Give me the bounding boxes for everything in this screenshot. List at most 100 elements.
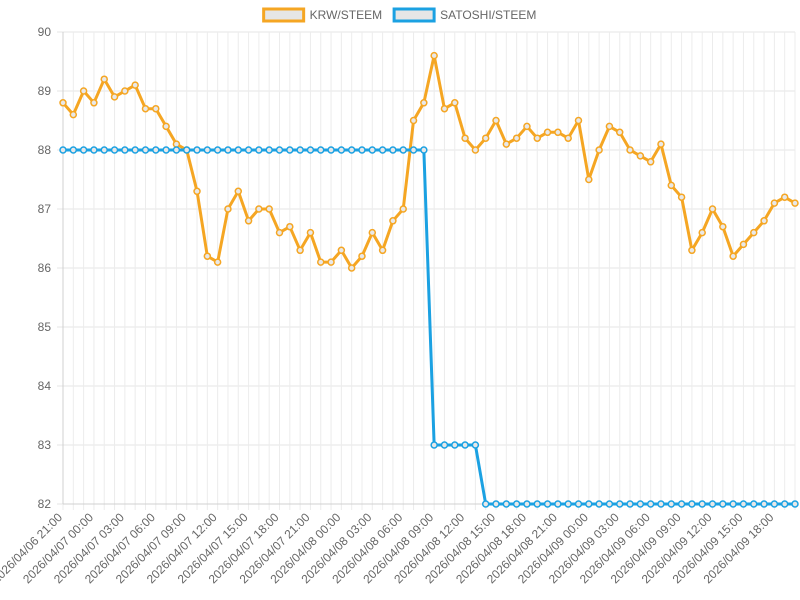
data-point[interactable] (688, 500, 696, 508)
data-point[interactable] (59, 99, 67, 107)
data-point[interactable] (244, 217, 253, 225)
data-point[interactable] (193, 146, 201, 154)
data-point[interactable] (677, 500, 686, 508)
data-point[interactable] (750, 500, 758, 508)
data-point[interactable] (265, 146, 273, 154)
data-point[interactable] (203, 252, 212, 260)
data-point[interactable] (234, 146, 243, 154)
data-point[interactable] (420, 146, 428, 154)
data-point[interactable] (121, 146, 129, 154)
data-point[interactable] (440, 441, 449, 449)
data-point[interactable] (471, 441, 480, 449)
data-point[interactable] (141, 104, 150, 113)
data-point[interactable] (224, 146, 232, 154)
data-point[interactable] (316, 146, 325, 154)
data-point[interactable] (182, 146, 191, 154)
data-point[interactable] (729, 252, 737, 260)
data-point[interactable] (492, 116, 500, 125)
data-point[interactable] (162, 146, 170, 154)
data-point[interactable] (605, 122, 614, 131)
data-point[interactable] (481, 500, 490, 508)
data-point[interactable] (193, 187, 201, 196)
data-point[interactable] (430, 441, 438, 449)
data-point[interactable] (79, 146, 88, 154)
data-point[interactable] (667, 181, 676, 190)
legend-item[interactable]: KRW/STEEM (262, 7, 382, 23)
data-point[interactable] (286, 146, 294, 154)
data-point[interactable] (69, 110, 78, 119)
data-point[interactable] (461, 134, 469, 142)
data-point[interactable] (595, 500, 603, 508)
data-point[interactable] (523, 500, 531, 508)
data-point[interactable] (121, 87, 129, 95)
data-point[interactable] (574, 500, 583, 508)
data-point[interactable] (554, 500, 562, 508)
data-point[interactable] (708, 205, 717, 213)
data-point[interactable] (451, 99, 459, 107)
data-point[interactable] (162, 122, 170, 131)
legend-item[interactable]: SATOSHI/STEEM (392, 7, 536, 23)
data-point[interactable] (688, 246, 696, 255)
data-point[interactable] (512, 500, 521, 508)
data-point[interactable] (698, 500, 706, 508)
data-point[interactable] (564, 134, 572, 142)
data-point[interactable] (636, 152, 645, 160)
data-point[interactable] (69, 146, 78, 154)
data-point[interactable] (409, 116, 418, 125)
data-point[interactable] (296, 246, 304, 255)
data-point[interactable] (203, 146, 212, 154)
data-point[interactable] (368, 146, 377, 154)
data-point[interactable] (306, 228, 315, 237)
data-point[interactable] (605, 500, 614, 508)
data-point[interactable] (626, 146, 634, 154)
data-point[interactable] (585, 500, 593, 508)
data-point[interactable] (224, 205, 232, 213)
data-point[interactable] (739, 500, 748, 508)
data-point[interactable] (275, 228, 284, 237)
data-point[interactable] (585, 175, 593, 184)
data-point[interactable] (708, 500, 717, 508)
data-point[interactable] (440, 104, 449, 113)
data-point[interactable] (213, 258, 222, 266)
data-point[interactable] (636, 500, 645, 508)
data-point[interactable] (646, 158, 655, 166)
data-point[interactable] (306, 146, 315, 154)
data-point[interactable] (739, 240, 748, 249)
data-point[interactable] (554, 128, 562, 137)
data-point[interactable] (316, 258, 325, 266)
data-point[interactable] (791, 199, 799, 207)
data-point[interactable] (110, 146, 119, 154)
data-point[interactable] (729, 500, 737, 508)
data-point[interactable] (79, 87, 88, 95)
data-point[interactable] (615, 500, 624, 508)
data-point[interactable] (760, 500, 768, 508)
data-point[interactable] (646, 500, 655, 508)
data-point[interactable] (626, 500, 634, 508)
data-point[interactable] (337, 246, 346, 255)
data-point[interactable] (172, 146, 181, 154)
data-point[interactable] (358, 146, 366, 154)
data-point[interactable] (90, 99, 98, 107)
data-point[interactable] (481, 134, 490, 142)
data-point[interactable] (389, 217, 397, 225)
data-point[interactable] (502, 140, 511, 148)
data-point[interactable] (389, 146, 397, 154)
data-point[interactable] (533, 134, 542, 142)
data-point[interactable] (657, 140, 665, 148)
data-point[interactable] (378, 146, 387, 154)
data-point[interactable] (409, 146, 418, 154)
data-point[interactable] (90, 146, 98, 154)
data-point[interactable] (378, 246, 387, 255)
data-point[interactable] (770, 500, 779, 508)
data-point[interactable] (131, 81, 139, 89)
data-point[interactable] (100, 75, 108, 83)
data-point[interactable] (244, 146, 253, 154)
data-point[interactable] (59, 146, 67, 154)
data-point[interactable] (698, 228, 706, 237)
data-point[interactable] (337, 146, 346, 154)
data-point[interactable] (667, 500, 676, 508)
data-point[interactable] (213, 146, 222, 154)
data-point[interactable] (677, 193, 686, 201)
data-point[interactable] (492, 500, 500, 508)
data-point[interactable] (368, 228, 377, 237)
